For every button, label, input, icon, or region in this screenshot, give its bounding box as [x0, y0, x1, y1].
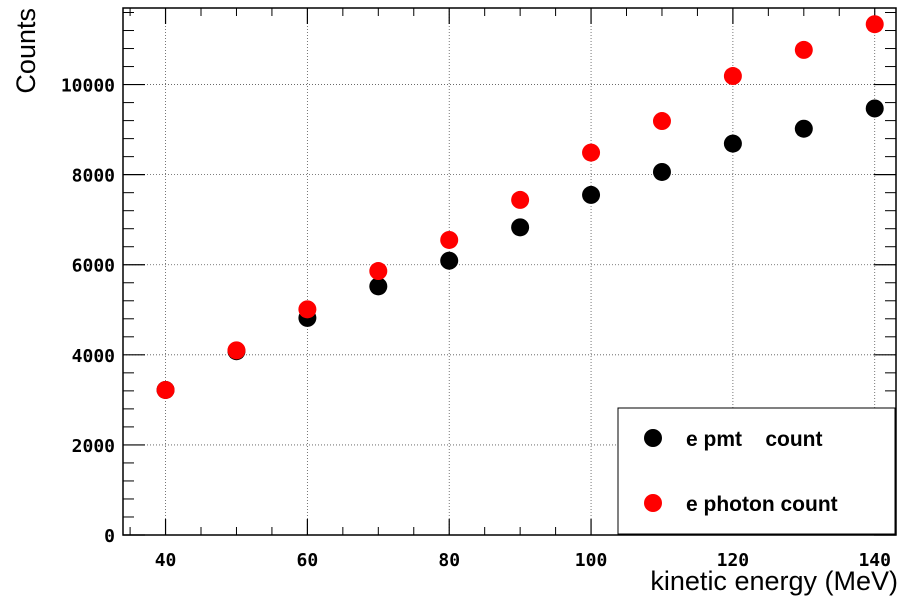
data-point-e-photon-count [298, 300, 317, 319]
legend: e pmt count e photon count [617, 407, 896, 535]
data-point-e-photon-count [440, 230, 459, 249]
data-point-e-pmt-count [511, 218, 530, 237]
y-axis-title: Counts [11, 8, 41, 94]
data-point-e-pmt-count [794, 119, 813, 138]
legend-marker-e-photon-count [644, 494, 662, 512]
legend-label-e-photon-count: e photon count [686, 493, 838, 516]
data-point-e-photon-count [582, 143, 601, 162]
data-points [156, 15, 884, 399]
x-tick-label: 120 [717, 550, 750, 571]
y-tick-label: 2000 [72, 436, 115, 457]
data-point-e-photon-count [369, 262, 388, 281]
x-tick-label: 140 [858, 550, 891, 571]
data-point-e-pmt-count [865, 99, 884, 118]
y-tick-label: 8000 [72, 166, 115, 187]
x-axis-title: kinetic energy (MeV) [650, 566, 898, 596]
grid-lines [123, 8, 896, 535]
data-point-e-photon-count [723, 67, 742, 86]
data-point-e-pmt-count [723, 134, 742, 153]
data-point-e-pmt-count [440, 251, 459, 270]
data-point-e-pmt-count [582, 185, 601, 204]
data-point-e-photon-count [652, 112, 671, 131]
tick-labels: 40 60 80 100 120 140 0 2000 4000 6000 8000 10000 [61, 76, 891, 571]
x-tick-label: 40 [155, 550, 177, 571]
legend-box [617, 407, 896, 535]
y-tick-label: 0 [104, 526, 115, 547]
data-point-e-pmt-count [652, 162, 671, 181]
plot-frame [122, 7, 897, 536]
data-point-e-photon-count [794, 40, 813, 59]
x-tick-label: 80 [438, 550, 460, 571]
data-point-e-photon-count [156, 380, 175, 399]
x-tick-label: 100 [575, 550, 608, 571]
y-tick-label: 10000 [61, 76, 115, 97]
data-point-e-pmt-count [369, 277, 388, 296]
data-point-e-photon-count [865, 15, 884, 34]
data-point-e-photon-count [227, 341, 246, 360]
legend-label-e-pmt-count: e pmt count [686, 428, 823, 451]
y-tick-label: 4000 [72, 346, 115, 367]
data-point-e-photon-count [511, 190, 530, 209]
y-tick-label: 6000 [72, 256, 115, 277]
legend-marker-e-pmt-count [644, 429, 662, 447]
x-tick-label: 60 [297, 550, 319, 571]
